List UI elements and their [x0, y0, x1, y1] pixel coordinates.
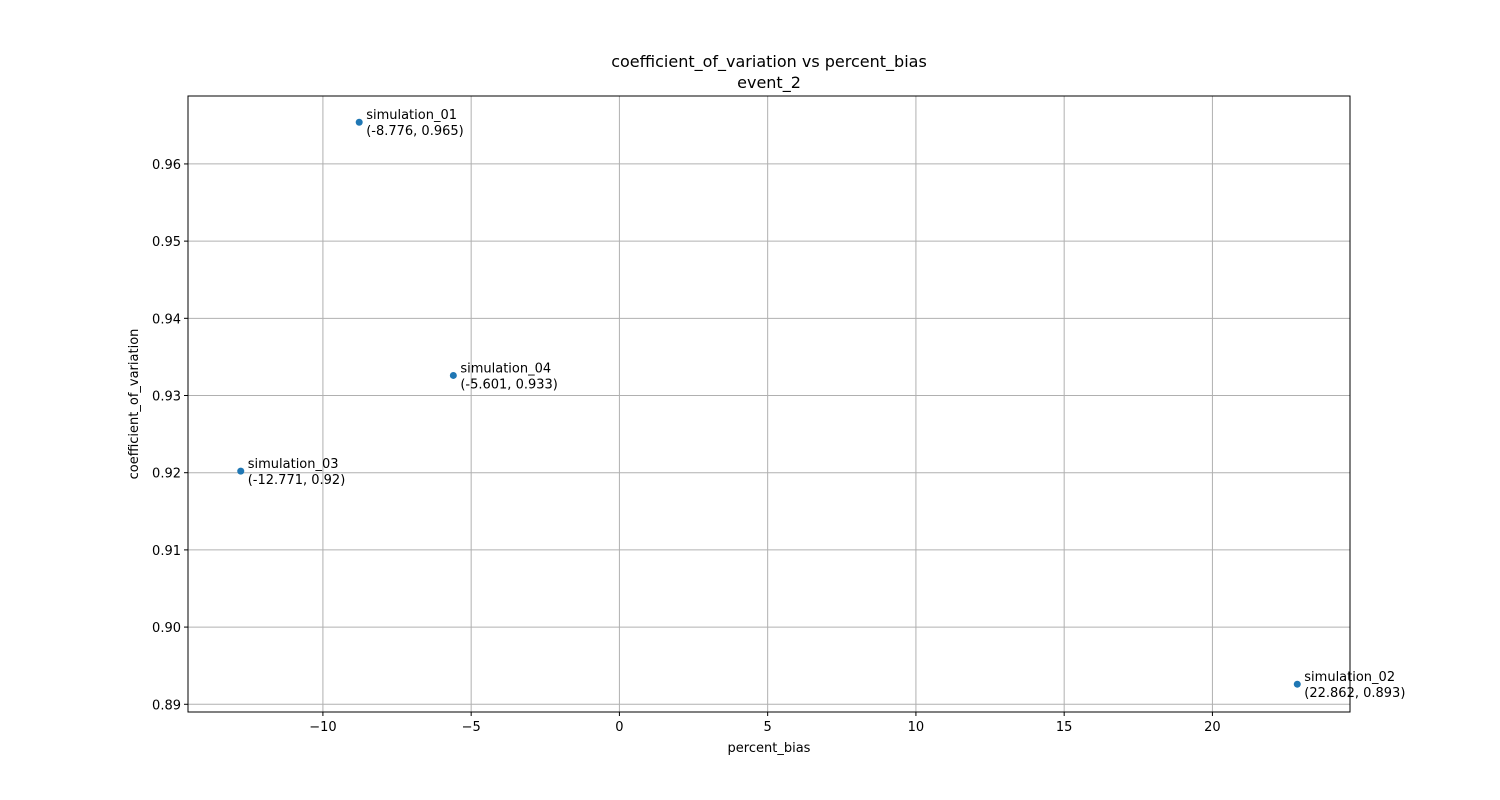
- y-tick-label: 0.95: [152, 235, 181, 250]
- point-coord-label: (-12.771, 0.92): [248, 473, 346, 488]
- x-tick-label: 5: [764, 720, 772, 735]
- point-name-label: simulation_04: [460, 361, 551, 376]
- x-tick-label: 15: [1056, 720, 1073, 735]
- x-tick-label: −5: [462, 720, 481, 735]
- y-tick-label: 0.93: [152, 390, 181, 405]
- data-point: [1293, 680, 1301, 688]
- x-tick-label: 0: [615, 720, 623, 735]
- y-axis-label: coefficient_of_variation: [127, 329, 142, 480]
- y-tick-label: 0.92: [152, 467, 181, 482]
- point-name-label: simulation_03: [248, 457, 339, 472]
- point-name-label: simulation_02: [1304, 670, 1395, 685]
- chart-title: coefficient_of_variation vs percent_bias: [611, 52, 927, 72]
- y-tick-label: 0.96: [152, 158, 181, 173]
- point-coord-label: (-8.776, 0.965): [366, 124, 464, 139]
- point-coord-label: (-5.601, 0.933): [460, 377, 558, 392]
- data-point: [237, 467, 245, 475]
- grid: [188, 96, 1350, 712]
- plot-frame: [187, 95, 1351, 713]
- x-tick-label: 20: [1204, 720, 1221, 735]
- data-points: simulation_01(-8.776, 0.965) simulation_0…: [237, 108, 1405, 701]
- chart-subtitle: event_2: [737, 73, 801, 93]
- y-tick-label: 0.91: [152, 544, 181, 559]
- x-tick-label: 10: [908, 720, 925, 735]
- y-tick-label: 0.90: [152, 621, 181, 636]
- point-coord-label: (22.862, 0.893): [1304, 686, 1405, 701]
- x-axis-label: percent_bias: [728, 741, 811, 756]
- point-name-label: simulation_01: [366, 108, 457, 123]
- y-tick-label: 0.94: [152, 312, 181, 327]
- data-point: [355, 118, 363, 126]
- data-point: [449, 371, 457, 379]
- x-tick-label: −10: [309, 720, 336, 735]
- axis-ticks: −10 −5 0 5 10 15 20 0.89 0.90 0.91 0.92 0.93 0.94 0.9…: [152, 158, 1221, 735]
- y-tick-label: 0.89: [152, 698, 181, 713]
